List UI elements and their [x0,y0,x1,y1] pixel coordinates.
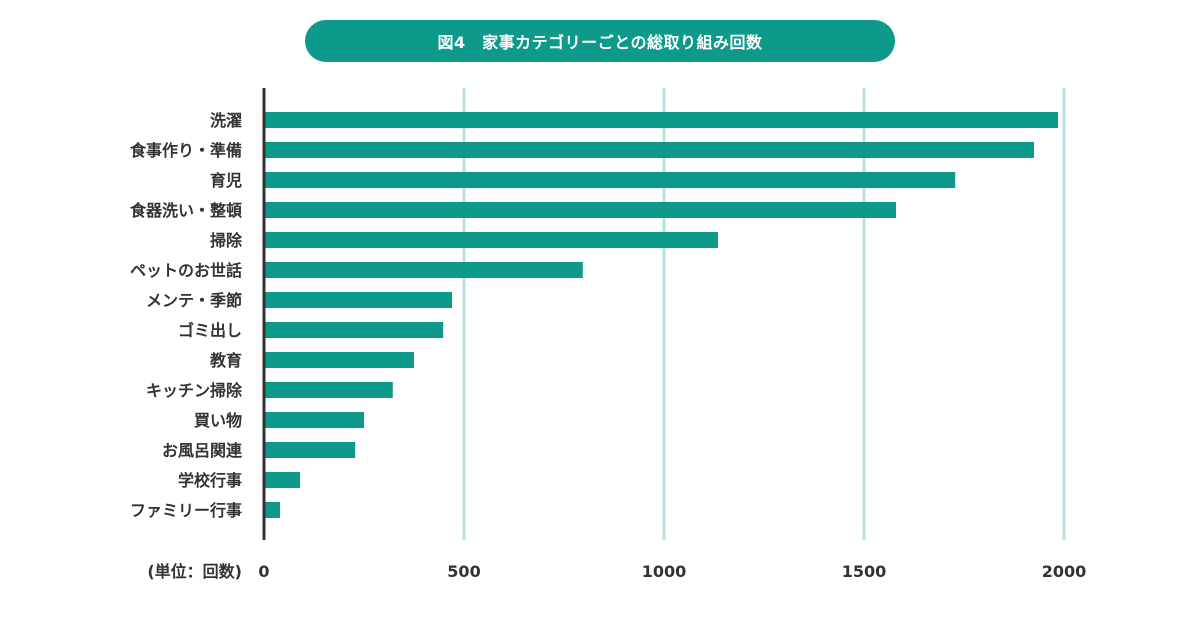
category-label-11: お風呂関連 [162,441,243,460]
bar-9 [264,382,393,398]
bar-2 [264,172,956,188]
x-tick-label-2000: 2000 [1042,562,1087,581]
category-label-12: 学校行事 [178,471,242,490]
bar-10 [264,412,364,428]
bar-0 [264,112,1058,128]
category-label-8: 教育 [210,351,242,370]
category-label-6: メンテ・季節 [146,291,242,310]
bar-7 [264,322,444,338]
bar-12 [264,472,300,488]
category-label-10: 買い物 [194,411,242,430]
category-label-3: 食器洗い・整頓 [129,201,242,220]
category-label-7: ゴミ出し [178,321,242,340]
bar-6 [264,292,452,308]
x-tick-label-500: 500 [447,562,480,581]
bar-3 [264,202,896,218]
category-label-5: ペットのお世話 [130,261,242,280]
x-tick-label-1000: 1000 [642,562,687,581]
category-label-4: 掃除 [210,231,243,250]
chart-title: 図4 家事カテゴリーごとの総取り組み回数 [305,20,895,62]
bar-4 [264,232,718,248]
category-label-9: キッチン掃除 [146,381,243,400]
category-label-2: 育児 [210,171,242,190]
bar-13 [264,502,280,518]
category-label-1: 食事作り・準備 [129,141,242,160]
category-label-0: 洗濯 [210,111,242,130]
bar-1 [264,142,1034,158]
bar-8 [264,352,414,368]
bar-5 [264,262,583,278]
category-label-13: ファミリー行事 [130,501,242,520]
x-tick-label-0: 0 [258,562,269,581]
x-tick-label-1500: 1500 [842,562,887,581]
unit-label: (単位：回数) [147,562,242,581]
bar-11 [264,442,356,458]
